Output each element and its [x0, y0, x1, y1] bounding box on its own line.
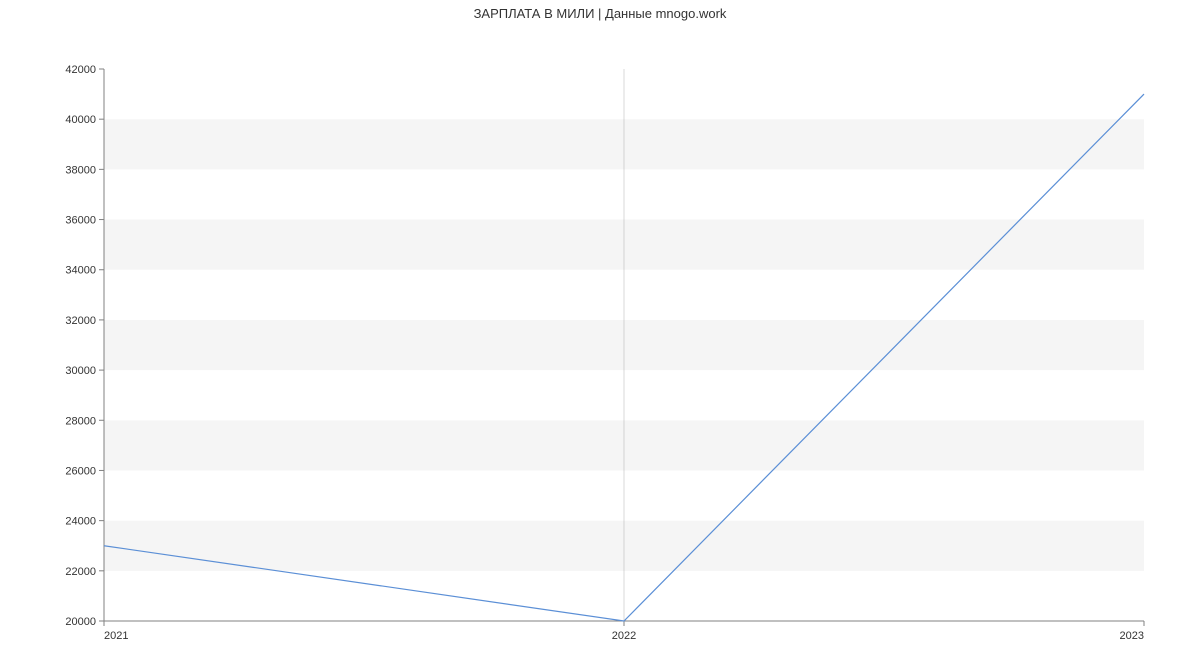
y-tick-label: 26000: [65, 465, 96, 477]
y-tick-label: 30000: [65, 365, 96, 377]
y-tick-label: 22000: [65, 566, 96, 578]
chart-title: ЗАРПЛАТА В МИЛИ | Данные mnogo.work: [0, 0, 1200, 21]
y-tick-label: 34000: [65, 265, 96, 277]
x-tick-label: 2023: [1120, 630, 1144, 642]
y-tick-label: 42000: [65, 64, 96, 76]
y-tick-label: 36000: [65, 215, 96, 227]
y-tick-label: 28000: [65, 415, 96, 427]
x-tick-label: 2022: [612, 630, 636, 642]
y-tick-label: 20000: [65, 616, 96, 628]
x-tick-label: 2021: [104, 630, 128, 642]
salary-line-chart: 20000 22000 24000 26000 28000 30000 32000 34000…: [0, 21, 1200, 645]
y-tick-label: 32000: [65, 315, 96, 327]
y-tick-label: 24000: [65, 516, 96, 528]
y-tick-label: 38000: [65, 164, 96, 176]
y-tick-label: 40000: [65, 114, 96, 126]
